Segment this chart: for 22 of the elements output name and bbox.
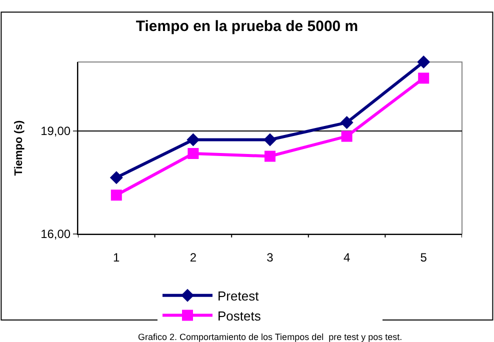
point: [264, 150, 276, 162]
point: [110, 171, 123, 184]
y-tick-label: 16,00: [40, 227, 71, 242]
legend-label: Pretest: [218, 288, 260, 304]
x-tick-label: 3: [266, 250, 274, 264]
chart-title: Tiempo en la prueba de 5000 m: [136, 18, 358, 36]
point: [264, 133, 276, 146]
x-tick-label: 1: [113, 250, 120, 264]
point: [417, 56, 430, 68]
point: [418, 72, 430, 84]
text: Grafico 2. Comportamiento de los Tiempos del pre test y pos test.: [138, 332, 402, 342]
point: [340, 116, 354, 130]
legend-label: Postets: [218, 308, 262, 324]
x-tick-label: 5: [420, 250, 428, 264]
point: [188, 148, 199, 159]
point: [341, 130, 352, 142]
x-tick-label: 2: [190, 250, 197, 264]
x-tick-label: 4: [343, 250, 350, 264]
point: [186, 133, 200, 146]
y-axis-title: Tiempo (s): [13, 120, 26, 176]
point: [110, 190, 122, 201]
y-tick-label: 19,00: [40, 124, 71, 138]
